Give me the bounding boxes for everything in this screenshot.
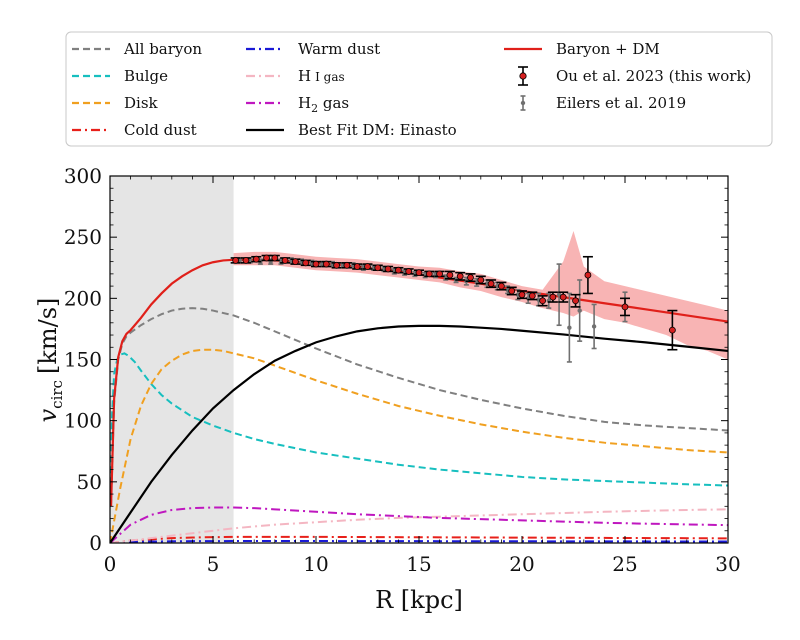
- ou2023-point: [570, 293, 581, 308]
- series-line-all-baryon: [110, 307, 728, 507]
- series-line-bulge: [110, 352, 728, 507]
- ou2023-point: [517, 290, 527, 300]
- x-axis-label: R [kpc]: [375, 586, 463, 614]
- x-tick-label: 25: [612, 552, 637, 576]
- eilers2019-point: [591, 303, 597, 350]
- x-tick-label: 15: [406, 552, 431, 576]
- y-tick-label: 300: [64, 164, 102, 188]
- ou2023-point: [290, 258, 301, 266]
- ou2023-point: [496, 281, 507, 291]
- series-line-h2-gas: [110, 506, 728, 543]
- ou2023-point: [414, 269, 424, 277]
- ou2023-point: [383, 265, 394, 273]
- svg-text:HI gas: HI gas: [298, 67, 345, 85]
- legend-item-cold-dust: Cold dust: [72, 121, 197, 139]
- y-axis-label-unit: [km/s]: [34, 298, 62, 374]
- series-line-hi-gas: [110, 508, 728, 543]
- svg-text:Disk: Disk: [124, 94, 159, 112]
- svg-text:Ou et al. 2023 (this work): Ou et al. 2023 (this work): [556, 67, 751, 85]
- ou2023-point: [582, 255, 593, 295]
- svg-text:H2 gas: H2 gas: [298, 94, 349, 115]
- y-tick-label: 200: [64, 286, 102, 310]
- x-tick-label: 10: [303, 552, 328, 576]
- series-line-best-fit-dm-einasto: [110, 324, 728, 543]
- y-tick-label: 100: [64, 409, 102, 433]
- ou2023-point: [424, 270, 435, 278]
- svg-text:All baryon: All baryon: [123, 40, 202, 58]
- svg-text:vcirc[km/s]: vcirc [km/s]: [34, 298, 66, 423]
- ou2023-point: [331, 261, 342, 269]
- series-line-baryon-dm: [110, 258, 728, 507]
- svg-text:Cold dust: Cold dust: [124, 121, 197, 139]
- ou2023-point: [620, 297, 630, 317]
- series-line-disk: [110, 348, 728, 543]
- ou2023-point: [372, 264, 383, 272]
- legend-item-best-fit-dm-einasto: Best Fit DM: Einasto: [246, 121, 457, 139]
- legend-item-bulge: Bulge: [72, 67, 168, 85]
- ou2023-point: [444, 270, 455, 280]
- eilers2019-point: [577, 279, 583, 342]
- legend-item-ou-et-al-2023-this-work: Ou et al. 2023 (this work): [518, 66, 751, 86]
- legend-item-all-baryon: All baryon: [72, 40, 202, 58]
- ou2023-point: [527, 291, 538, 301]
- eilers2019-point: [546, 292, 552, 309]
- svg-text:Baryon + DM: Baryon + DM: [556, 40, 660, 58]
- y-axis-label: vcirc [km/s]: [34, 298, 66, 423]
- ou2023-point: [269, 254, 280, 262]
- ou2023-point: [558, 291, 569, 303]
- ou2023-point: [506, 286, 517, 296]
- legend-item-eilers-et-al-2019: Eilers et al. 2019: [520, 94, 686, 112]
- ou2023-point: [547, 291, 558, 303]
- ou2023-point: [667, 309, 678, 351]
- x-tick-label: 5: [207, 552, 220, 576]
- eilers2019-point: [566, 292, 572, 363]
- ou2023-point: [280, 257, 291, 264]
- legend-item-baryon-dm: Baryon + DM: [504, 40, 660, 58]
- ou2023-point: [486, 279, 497, 289]
- legend: All baryon Bulge Disk Cold dust Warm dust H I …: [65, 31, 773, 147]
- ou2023-point: [341, 261, 352, 269]
- legend-item-disk: Disk: [72, 94, 159, 112]
- ou2023-point: [321, 260, 332, 268]
- x-tick-label: 0: [104, 552, 117, 576]
- ou2023-point: [434, 270, 445, 278]
- ou2023-point: [240, 257, 251, 264]
- y-axis-label-main: v: [34, 408, 62, 422]
- ou2023-uncertainty-band: [233, 231, 728, 360]
- svg-text:Best Fit DM: Einasto: Best Fit DM: Einasto: [298, 121, 457, 139]
- ou2023-point: [300, 259, 311, 267]
- ou2023-point: [352, 263, 363, 270]
- ou2023-point: [230, 257, 241, 264]
- ou2023-point: [311, 260, 321, 268]
- ou2023-point: [403, 268, 414, 275]
- svg-text:Bulge: Bulge: [124, 67, 168, 85]
- ou2023-point: [455, 271, 466, 281]
- ou2023-point: [393, 266, 404, 274]
- ou2023-point: [537, 295, 548, 307]
- legend-item-h2-gas: H2 gas: [246, 94, 349, 115]
- svg-text:Eilers et al. 2019: Eilers et al. 2019: [556, 94, 686, 112]
- y-tick-label: 250: [64, 225, 102, 249]
- ou2023-point: [251, 255, 262, 263]
- inner-region-shading: [110, 176, 234, 543]
- legend-frame: [65, 31, 773, 147]
- y-axis-label-sub: circ: [48, 380, 66, 409]
- ou2023-point: [465, 273, 476, 283]
- legend-item-warm-dust: Warm dust: [246, 40, 380, 58]
- svg-text:Warm dust: Warm dust: [298, 40, 380, 58]
- x-tick-label: 20: [509, 552, 534, 576]
- y-tick-label: 0: [89, 531, 102, 555]
- x-tick-label: 30: [715, 552, 740, 576]
- y-tick-label: 150: [64, 348, 102, 372]
- ou2023-point: [362, 263, 373, 270]
- y-tick-label: 50: [77, 470, 102, 494]
- series-line-warm-dust: [110, 540, 728, 543]
- ou2023-point: [475, 275, 486, 285]
